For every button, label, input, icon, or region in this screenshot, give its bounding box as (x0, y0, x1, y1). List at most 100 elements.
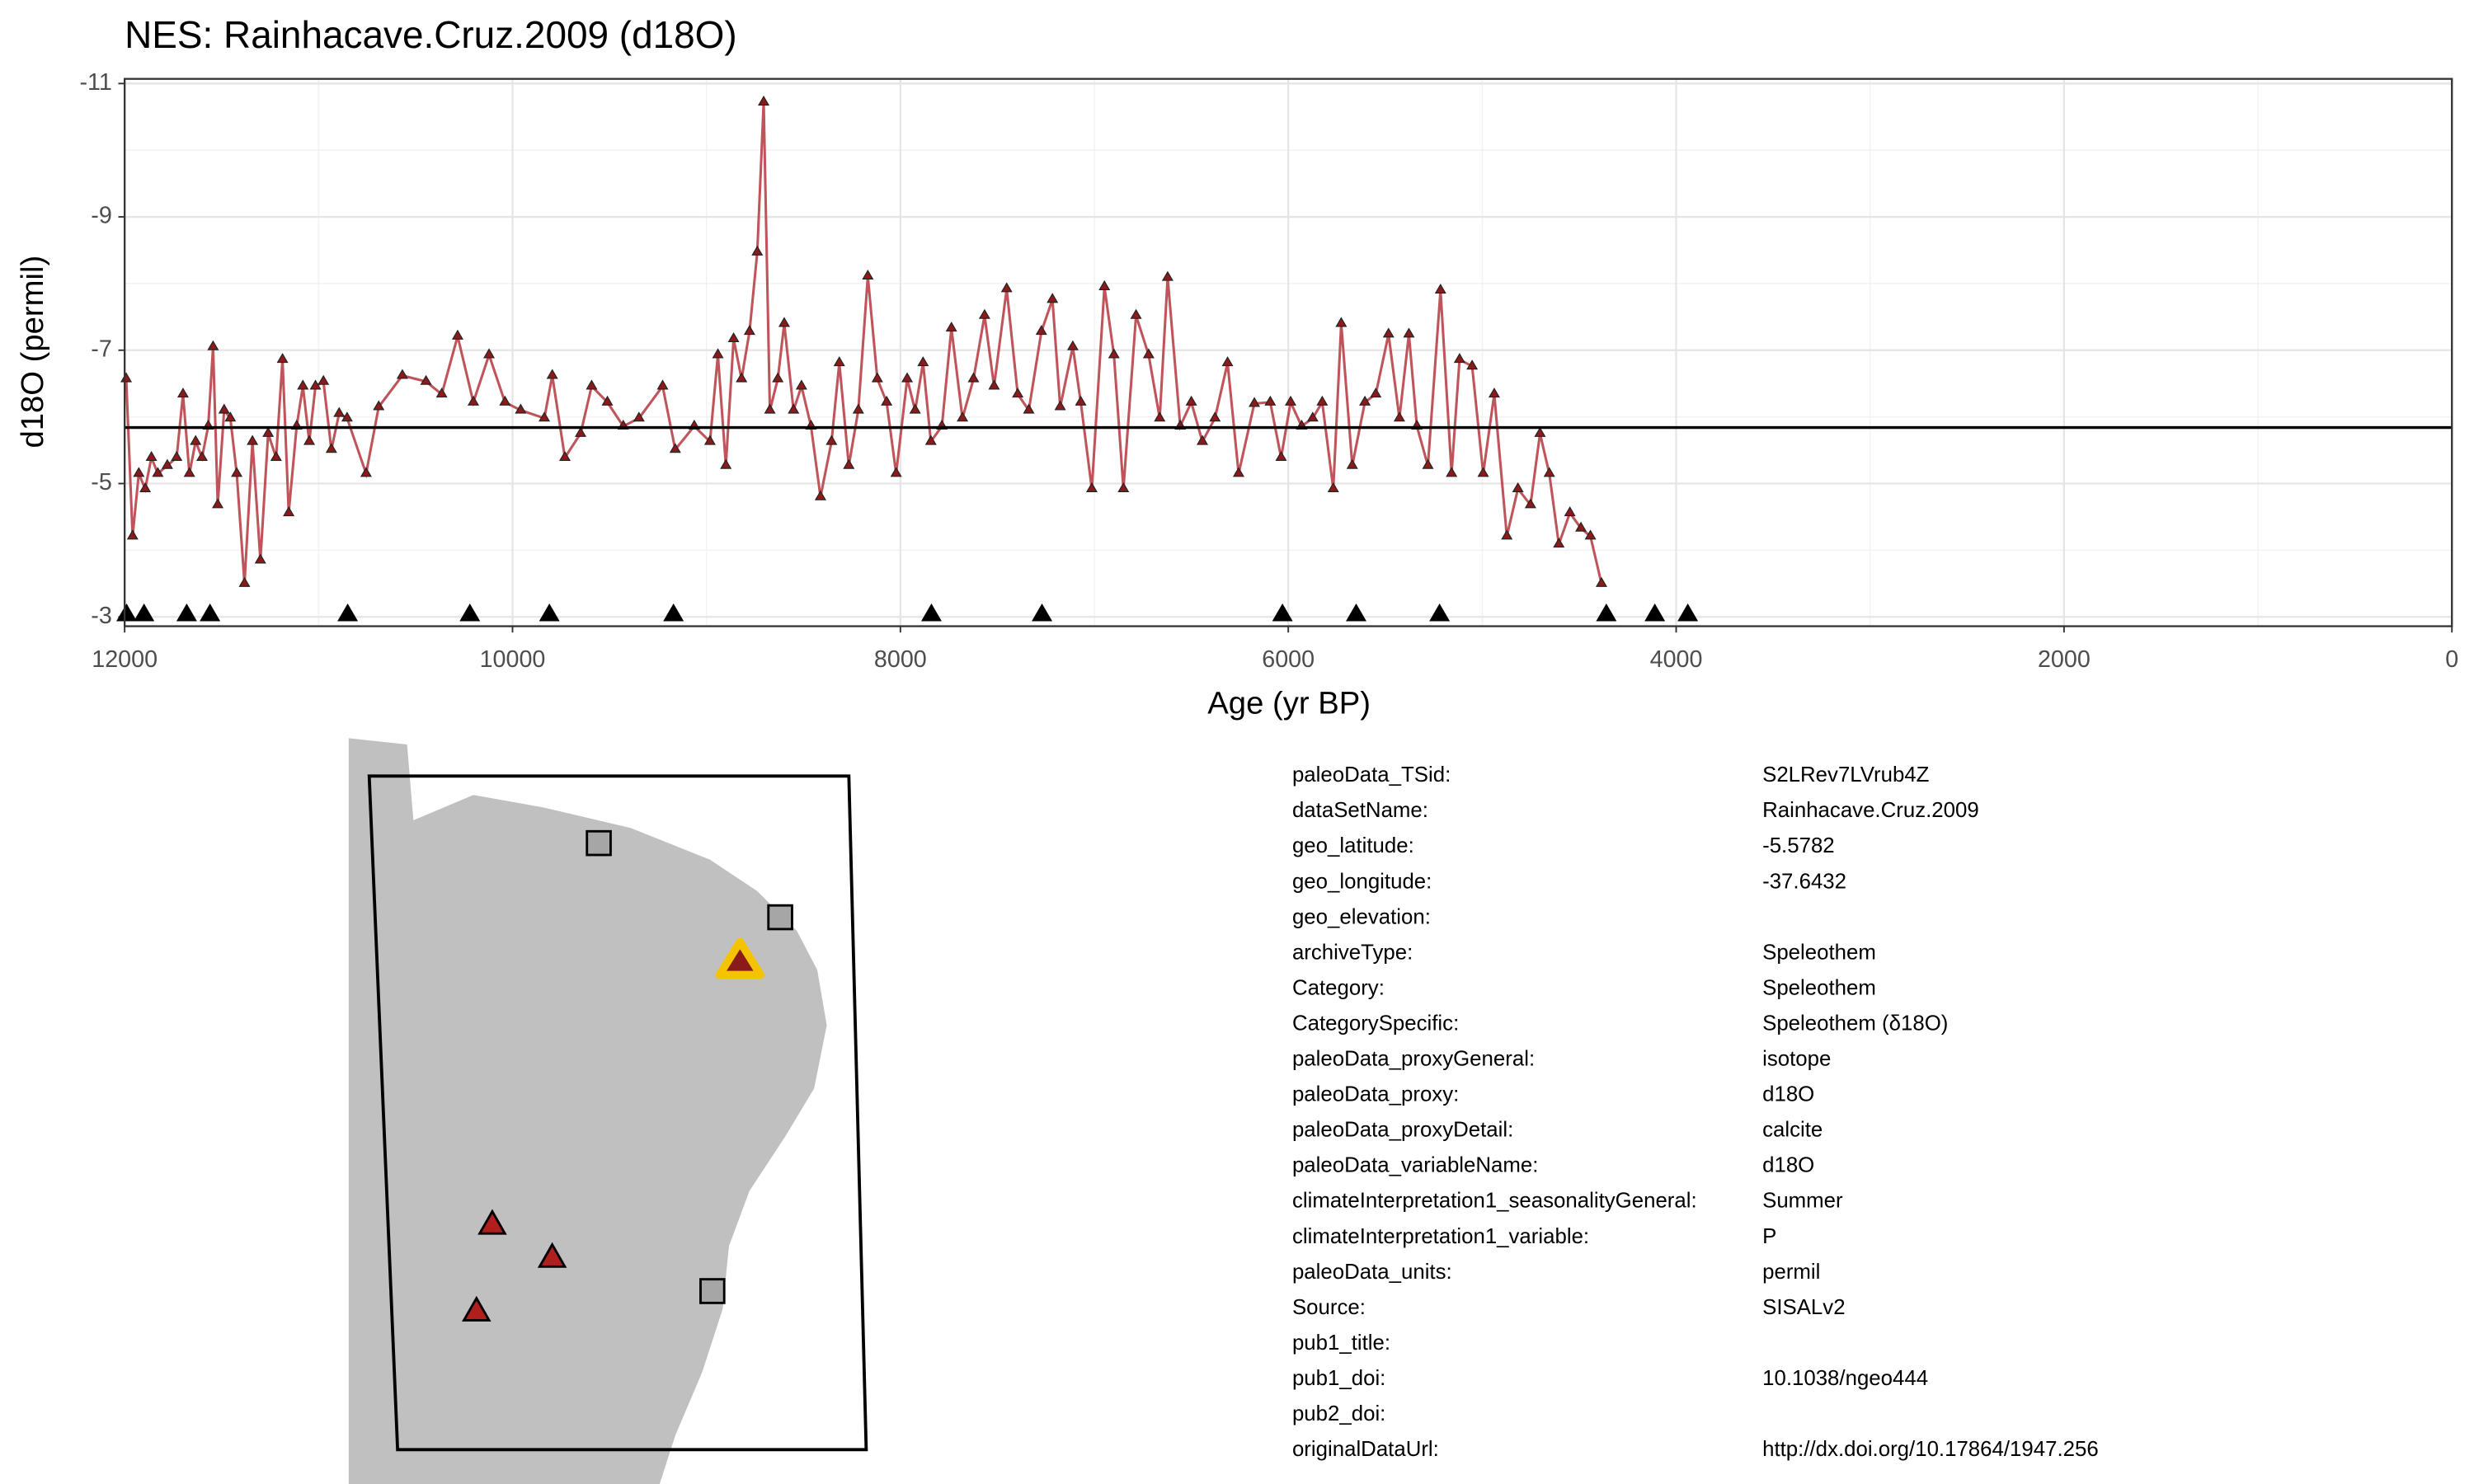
plot-border (124, 77, 2453, 627)
chron-marker (134, 603, 155, 622)
data-point (1524, 498, 1536, 509)
data-point (881, 395, 893, 406)
chron-marker (1346, 603, 1366, 622)
data-point (736, 372, 748, 383)
data-point (575, 426, 587, 437)
data-point (161, 458, 173, 469)
data-point (795, 379, 807, 390)
chron-marker (200, 603, 221, 622)
data-point (1108, 348, 1120, 359)
meta-value: permil (1762, 1261, 1820, 1284)
data-point (656, 379, 669, 390)
meta-key: paleoData_proxyGeneral: (1292, 1048, 1535, 1071)
data-point (1488, 387, 1500, 398)
y-tick-label: -3 (91, 603, 112, 629)
meta-key: Category: (1292, 976, 1385, 999)
data-point (546, 369, 558, 379)
meta-value: SISALv2 (1762, 1296, 1845, 1319)
data-point (139, 481, 152, 493)
data-point (1142, 348, 1155, 359)
data-point (396, 369, 408, 379)
data-point (988, 379, 1000, 390)
data-point (862, 269, 874, 280)
data-point (218, 403, 230, 414)
data-point (1000, 282, 1013, 293)
data-point (967, 372, 980, 383)
data-point (152, 467, 164, 477)
chron-marker (116, 603, 137, 622)
data-point (1285, 395, 1296, 406)
data-point (224, 411, 237, 422)
x-tick-label: 8000 (874, 646, 927, 673)
data-point (1197, 434, 1208, 445)
data-point (373, 400, 385, 411)
data-point (825, 434, 838, 445)
meta-value: -37.6432 (1762, 870, 1846, 893)
y-tick-label: -9 (91, 203, 112, 229)
data-point (1066, 340, 1079, 350)
data-point (833, 356, 845, 367)
chron-marker (459, 603, 481, 622)
data-point (1446, 467, 1458, 477)
data-line (125, 101, 1603, 585)
data-point (1584, 529, 1597, 540)
meta-value: http://dx.doi.org/10.17864/1947.256 (1762, 1438, 2099, 1461)
chron-marker (337, 603, 359, 622)
data-point (1249, 397, 1261, 407)
data-point (843, 458, 855, 469)
y-tick-label: -5 (91, 469, 112, 495)
meta-value: d18O (1762, 1154, 1814, 1177)
data-point (1534, 426, 1546, 437)
data-point (420, 374, 432, 385)
data-point (1382, 327, 1395, 338)
data-point (909, 403, 921, 414)
data-point (1130, 308, 1142, 319)
y-tick-label: -7 (91, 336, 112, 362)
data-point (890, 467, 902, 477)
data-point (978, 308, 990, 319)
data-point (1327, 481, 1339, 493)
data-point (1098, 279, 1111, 290)
meta-key: paleoData_units: (1292, 1261, 1452, 1284)
x-tick-label: 0 (2445, 646, 2458, 673)
data-point (1161, 270, 1174, 281)
data-point (133, 467, 145, 477)
data-point (276, 353, 289, 364)
site-square (586, 829, 612, 857)
data-point (1306, 411, 1319, 422)
data-point (247, 434, 259, 445)
data-point (945, 322, 957, 332)
chron-marker (1644, 603, 1666, 622)
data-point (270, 450, 282, 461)
data-point (1023, 403, 1035, 414)
meta-value: Speleothem (1762, 941, 1876, 964)
data-point (814, 490, 826, 500)
data-point (901, 372, 914, 383)
meta-key: archiveType: (1292, 941, 1413, 964)
chron-marker (1272, 603, 1293, 622)
data-point (772, 372, 784, 383)
data-point (764, 403, 776, 414)
meta-key: Source: (1292, 1296, 1366, 1319)
data-point (539, 411, 551, 422)
y-tick-label: -11 (79, 69, 111, 96)
data-point (1154, 411, 1166, 422)
data-point (183, 467, 195, 477)
data-point (515, 403, 527, 414)
meta-value: -5.5782 (1762, 834, 1835, 857)
data-point (1422, 458, 1434, 469)
data-point (1575, 521, 1587, 532)
data-point (1035, 325, 1047, 336)
data-point (1221, 356, 1234, 367)
data-point (467, 395, 479, 406)
data-point (126, 529, 139, 540)
meta-value: Summer (1762, 1190, 1843, 1213)
data-point (1595, 576, 1607, 587)
data-point (254, 553, 266, 564)
metadata-table: paleoData_TSid: S2LRev7LVrub4Z dataSetName… (1292, 763, 2099, 1461)
data-point (238, 576, 251, 587)
meta-key: dataSetName: (1292, 799, 1428, 822)
data-point (190, 434, 202, 445)
data-point (559, 450, 571, 461)
